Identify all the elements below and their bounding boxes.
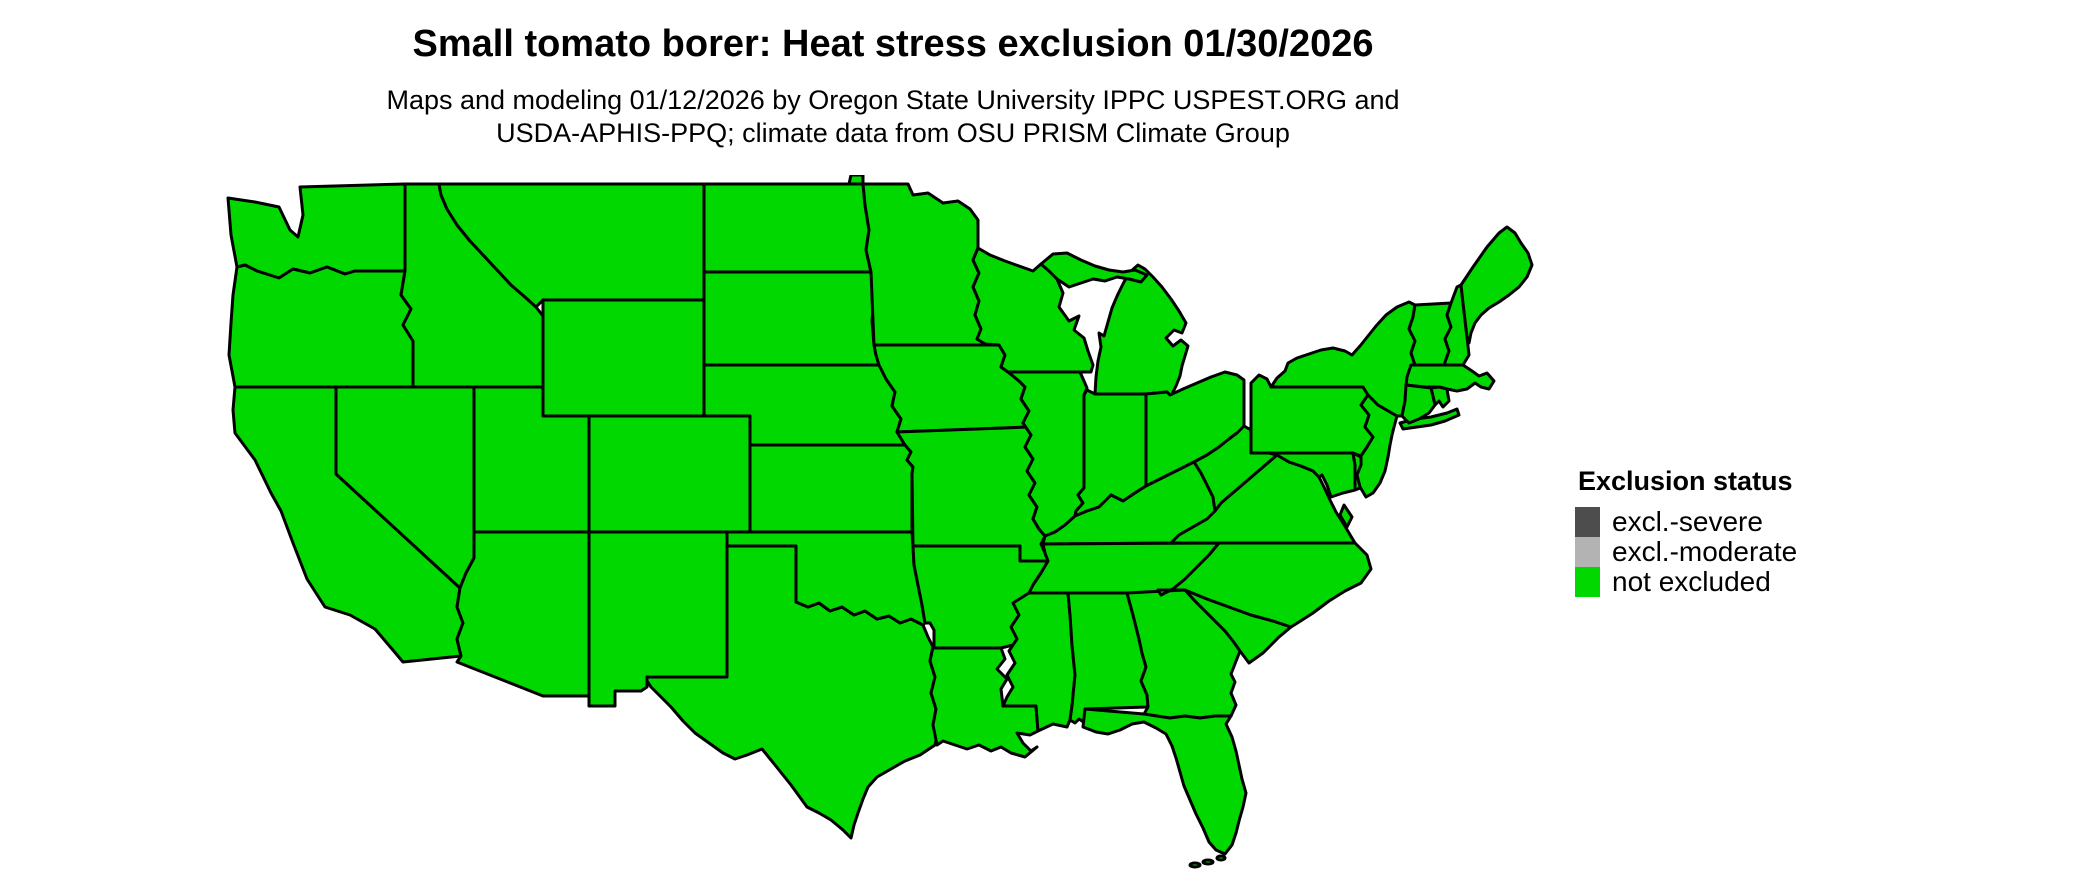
legend-swatch-severe: [1575, 507, 1600, 537]
attribution-subtitle: Maps and modeling 01/12/2026 by Oregon S…: [0, 84, 1786, 150]
legend-row-severe: excl.-severe: [1575, 507, 1797, 537]
page-title: Small tomato borer: Heat stress exclusio…: [412, 23, 1374, 65]
legend-label-moderate: excl.-moderate: [1612, 536, 1798, 567]
states-fill-group: [226, 175, 1534, 869]
state-vermont: [1407, 301, 1453, 367]
state-north-carolina: [1156, 541, 1373, 629]
state-wyoming: [541, 298, 706, 418]
florida-keys-islet: [1188, 861, 1202, 869]
us-choropleth-map: [195, 175, 1545, 885]
state-maine: [1459, 225, 1534, 345]
state-north-dakota: [702, 182, 873, 274]
map-header: Small tomato borer: Heat stress exclusio…: [0, 0, 1786, 150]
state-connecticut: [1400, 383, 1437, 425]
state-louisiana: [928, 645, 1040, 759]
state-virginia-eastern-shore: [1338, 503, 1354, 529]
state-south-dakota: [702, 270, 881, 367]
states-border-group: [226, 175, 1534, 869]
state-washington: [226, 182, 407, 280]
us-map-svg: [226, 175, 1534, 869]
legend-row-moderate: excl.-moderate: [1575, 537, 1797, 567]
state-new-york-long-island: [1398, 407, 1461, 431]
state-kansas: [748, 443, 915, 534]
legend-swatch-not-excluded: [1575, 567, 1600, 597]
subtitle-line-1: Maps and modeling 01/12/2026 by Oregon S…: [386, 85, 1400, 115]
state-florida: [1081, 707, 1248, 856]
legend-label-severe: excl.-severe: [1612, 506, 1763, 537]
florida-keys-islet: [1215, 854, 1227, 862]
legend-swatch-moderate: [1575, 537, 1600, 567]
state-arizona: [455, 530, 591, 698]
state-michigan-upper: [1039, 251, 1149, 289]
state-colorado: [587, 414, 752, 534]
subtitle-line-2: USDA-APHIS-PPQ; climate data from OSU PR…: [496, 118, 1290, 148]
legend-title: Exclusion status: [1578, 466, 1793, 496]
state-oregon: [227, 263, 415, 389]
florida-keys-islet: [1201, 858, 1215, 866]
state-michigan-lower: [1093, 263, 1190, 398]
legend-exclusion-status: Exclusion status excl.-severe excl.-mode…: [1575, 466, 1797, 597]
legend-label-not-excluded: not excluded: [1612, 566, 1771, 597]
state-new-jersey: [1355, 393, 1399, 499]
legend-row-not-excluded: not excluded: [1575, 567, 1797, 597]
